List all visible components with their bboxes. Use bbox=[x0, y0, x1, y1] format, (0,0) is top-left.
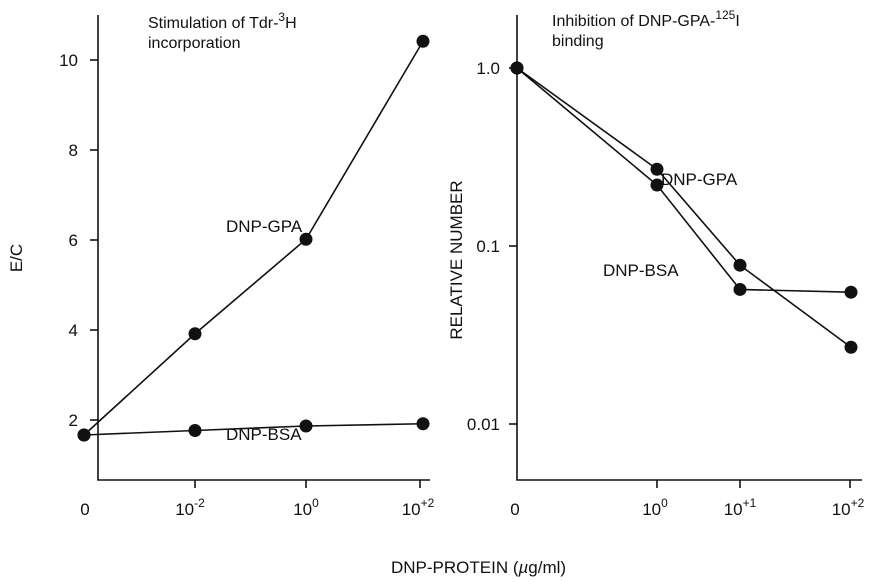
left-y-tick-label: 10 bbox=[59, 51, 78, 70]
left-panel: 2 4 6 8 10 0 10-2 100 10+2 Stimulation o… bbox=[7, 10, 435, 519]
left-x-tick-label: 10-2 bbox=[175, 496, 205, 519]
right-dnp-bsa-point bbox=[733, 282, 747, 296]
tick-base: 10 bbox=[724, 500, 743, 519]
right-x-tick-label: 10+2 bbox=[832, 496, 865, 519]
right-panel-title: Inhibition of DNP-GPA-125I bbox=[552, 8, 740, 30]
left-dnp-gpa-point bbox=[188, 327, 202, 341]
right-dnp-gpa-point bbox=[733, 258, 747, 272]
right-dnp-gpa-point bbox=[844, 340, 858, 354]
x-axis-title-part: DNP-PROTEIN ( bbox=[391, 558, 519, 577]
right-series-label-bsa: DNP-BSA bbox=[603, 261, 679, 280]
left-y-tick-label: 8 bbox=[69, 141, 78, 160]
left-series-label-bsa: DNP-BSA bbox=[226, 425, 302, 444]
tick-base: 10 bbox=[175, 500, 194, 519]
left-panel-title-line2: incorporation bbox=[148, 35, 241, 52]
left-y-axis-title: E/C bbox=[7, 244, 26, 272]
tick-exponent: +2 bbox=[421, 496, 435, 510]
right-x-tick-label: 10+1 bbox=[724, 496, 757, 519]
right-x-ticks: 0 100 10+1 10+2 bbox=[510, 480, 865, 519]
tick-base: 10 bbox=[402, 500, 421, 519]
left-dnp-gpa-line bbox=[83, 40, 424, 436]
right-y-axis-title: RELATIVE NUMBER bbox=[447, 180, 466, 339]
tick-base: 10 bbox=[293, 500, 312, 519]
x-axis-title: DNP-PROTEIN (µg/ml) bbox=[391, 558, 566, 577]
title-part: I bbox=[735, 13, 739, 30]
right-y-tick-label: 1.0 bbox=[476, 59, 500, 78]
left-panel-title: Stimulation of Tdr-3H bbox=[148, 10, 297, 32]
right-y-tick-label: 0.1 bbox=[476, 237, 500, 256]
right-y-tick-label: 0.01 bbox=[467, 415, 500, 434]
title-superscript: 3 bbox=[278, 10, 285, 24]
x-axis-title-mu: µ bbox=[518, 558, 529, 577]
right-series-label-gpa: DNP-GPA bbox=[661, 170, 738, 189]
right-panel-title-line2: binding bbox=[552, 33, 604, 50]
right-x-tick-label: 100 bbox=[642, 496, 668, 519]
tick-exponent: +2 bbox=[851, 496, 865, 510]
left-dnp-bsa-point bbox=[299, 419, 313, 433]
left-y-tick-label: 6 bbox=[69, 231, 78, 250]
right-x-tick-label: 0 bbox=[510, 500, 519, 519]
left-dnp-bsa-point bbox=[416, 417, 430, 431]
right-dnp-gpa-point bbox=[510, 61, 524, 75]
left-axes bbox=[97, 15, 430, 481]
left-y-tick-label: 4 bbox=[69, 321, 78, 340]
tick-base: 10 bbox=[832, 500, 851, 519]
left-dnp-bsa-line bbox=[83, 422, 424, 436]
right-dnp-gpa-point bbox=[650, 162, 664, 176]
right-y-ticks: 1.0 0.1 0.01 bbox=[467, 59, 517, 434]
tick-exponent: +1 bbox=[743, 496, 757, 510]
title-part: Stimulation of Tdr- bbox=[148, 15, 278, 32]
right-dnp-bsa-point bbox=[844, 285, 858, 299]
right-panel: 1.0 0.1 0.01 0 100 10+1 10+2 Inhibition … bbox=[447, 8, 865, 519]
right-data-marks bbox=[510, 61, 858, 354]
left-x-ticks: 0 10-2 100 10+2 bbox=[80, 480, 435, 519]
left-dnp-gpa-point bbox=[77, 428, 91, 442]
left-y-tick-label: 2 bbox=[69, 411, 78, 430]
right-dnp-gpa-line bbox=[516, 67, 852, 348]
tick-exponent: -2 bbox=[194, 496, 205, 510]
tick-base: 10 bbox=[642, 500, 661, 519]
tick-exponent: 0 bbox=[312, 496, 319, 510]
left-dnp-gpa-point bbox=[416, 34, 430, 48]
left-dnp-gpa-point bbox=[299, 232, 313, 246]
left-x-tick-label: 10+2 bbox=[402, 496, 435, 519]
title-part: H bbox=[285, 15, 297, 32]
left-x-tick-label: 100 bbox=[293, 496, 319, 519]
left-x-tick-label: 0 bbox=[80, 500, 89, 519]
left-y-ticks: 2 4 6 8 10 bbox=[59, 51, 98, 430]
left-data-marks bbox=[77, 34, 430, 442]
left-series-label-gpa: DNP-GPA bbox=[226, 217, 303, 236]
right-axes bbox=[516, 15, 862, 481]
right-dnp-bsa-line bbox=[516, 67, 852, 294]
title-superscript: 125 bbox=[715, 8, 735, 22]
right-dnp-bsa-point bbox=[650, 178, 664, 192]
title-part: Inhibition of DNP-GPA- bbox=[552, 13, 715, 30]
left-dnp-bsa-point bbox=[188, 424, 202, 437]
x-axis-title-part: g/ml) bbox=[528, 558, 566, 577]
tick-exponent: 0 bbox=[661, 496, 668, 510]
